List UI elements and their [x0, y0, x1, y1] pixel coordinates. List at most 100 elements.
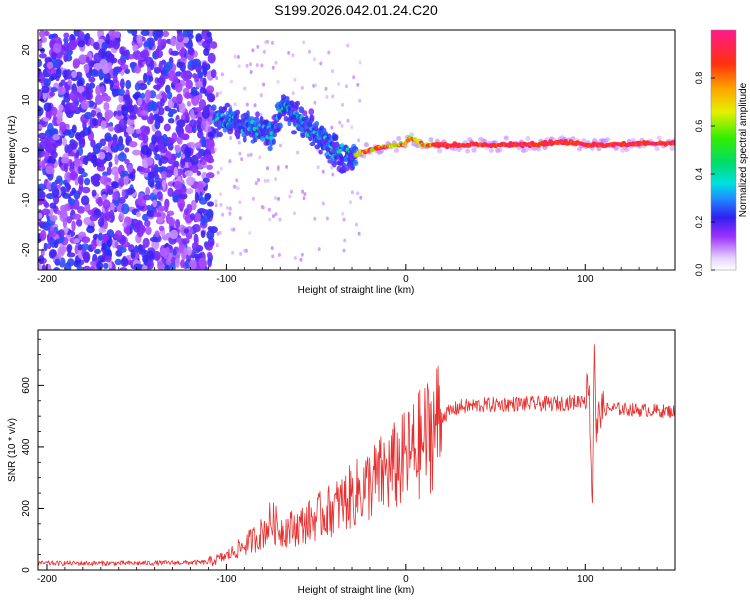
spectrogram-cell: [152, 199, 158, 208]
spectrogram-cell: [173, 166, 179, 178]
spectrogram-cell: [153, 250, 161, 261]
spectrogram-cell: [50, 249, 57, 258]
spectrogram-cell: [259, 112, 263, 117]
spectrogram-cell: [92, 157, 98, 168]
spectrogram-cell: [231, 250, 235, 255]
spectrogram-cell: [147, 176, 155, 188]
spectrogram-cell: [150, 101, 159, 112]
spectrogram-cell: [204, 193, 211, 202]
spectrogram-cell: [157, 37, 163, 49]
spectrogram-cell: [293, 77, 297, 82]
spectrogram-cell: [317, 247, 321, 252]
spectrogram-cell: [133, 263, 143, 270]
spectrogram-cell: [121, 50, 128, 57]
spectrogram-cell: [672, 142, 675, 146]
spectrogram-cell: [38, 199, 43, 206]
spectrogram-cell: [64, 143, 69, 154]
snr-xlabel: Height of straight line (km): [298, 585, 415, 596]
spectrogram-cell: [49, 215, 58, 222]
spectrogram-cell: [214, 203, 218, 208]
spectrogram-cell: [183, 156, 193, 163]
spectrogram-cell: [168, 217, 176, 226]
spectrogram-cell: [356, 82, 360, 87]
spectrogram-cell: [69, 162, 75, 170]
spectrogram-cell: [112, 90, 117, 98]
spectrogram-cell: [95, 94, 104, 105]
spectrogram-cell: [145, 186, 151, 196]
spectrogram-cell: [246, 110, 250, 117]
spectrogram-cell: [273, 196, 277, 200]
spectrogram-cell: [78, 95, 85, 102]
spectrogram-cell: [228, 159, 232, 164]
spectrogram-cell: [86, 72, 92, 79]
snr-ytick-label: 600: [21, 377, 32, 394]
spectrogram-cell: [50, 73, 58, 80]
spectrogram-cell: [240, 157, 244, 162]
spectrogram-cell: [205, 172, 215, 179]
spectrogram-cell: [140, 109, 149, 117]
spectrogram-cell: [43, 102, 52, 112]
spectrogram-cell: [101, 41, 107, 52]
spectrogram-cell: [249, 62, 252, 67]
spectrogram-cell: [180, 133, 190, 140]
spectrogram-cell: [323, 131, 329, 136]
spectrogram-cell: [190, 90, 200, 96]
spectrogram-cell: [54, 258, 61, 266]
spectrogram-cell: [342, 217, 346, 222]
spectrogram-cell: [271, 65, 275, 70]
spectrogram-cell: [187, 47, 194, 56]
spectrogram-cell: [272, 138, 276, 145]
spectrogram-cell: [76, 85, 85, 93]
spectrogram-cell: [99, 175, 109, 185]
spectrogram-cell: [263, 178, 267, 183]
spectrogram-cell: [142, 237, 150, 248]
spectrogram-cell: [112, 191, 119, 201]
spectrogram-cell: [266, 178, 270, 183]
spectrogram-cell: [350, 125, 354, 130]
spectrogram-cell: [69, 171, 78, 181]
spectrogram-cell: [142, 134, 149, 144]
spectrogram-cell: [308, 108, 315, 116]
spectrogram-cell: [49, 91, 55, 97]
spectrogram-cell: [117, 88, 125, 97]
spectrogram-cell: [109, 79, 114, 88]
spectrogram-cell: [185, 79, 193, 90]
spectrogram-cell: [184, 92, 191, 99]
spectrogram-cell: [53, 42, 62, 54]
spectrogram-cell: [259, 93, 263, 98]
spectrogram-cell: [361, 153, 367, 159]
spectrogram-cell: [93, 52, 103, 63]
spectrogram-cell: [76, 263, 83, 270]
spectrogram-cell: [127, 104, 135, 113]
spectrogram-cell: [101, 243, 107, 251]
spectrogram-cell: [149, 236, 159, 242]
spectrogram-cell: [203, 47, 210, 57]
spectrogram-cell: [262, 49, 266, 54]
spectrogram-cell: [118, 177, 125, 187]
spectrogram-cell: [202, 66, 208, 76]
spectrogram-cell: [171, 132, 178, 143]
spectrogram-cell: [66, 184, 72, 191]
spectrogram-cell: [145, 226, 152, 236]
spectrogram-cell: [158, 76, 165, 88]
spectrogram-cell: [211, 104, 217, 111]
spectrogram-cell: [201, 136, 206, 148]
spectrogram-cell: [220, 72, 224, 77]
spectrogram-cell: [132, 93, 140, 100]
spectrogram-cell: [83, 155, 89, 166]
spectrogram-cell: [118, 119, 126, 128]
spectrogram-cell: [336, 149, 342, 155]
colorbar-gradient: [711, 30, 736, 270]
colorbar: 0.0 0.2 0.4 0.6 0.8 Normalized spectral ampl…: [694, 29, 749, 276]
spectrogram-cell: [141, 249, 147, 255]
spectrogram-cell: [233, 102, 237, 107]
spectrogram-cell: [146, 259, 154, 270]
spectrogram-cell: [133, 222, 141, 233]
spectrogram-cell: [206, 31, 212, 38]
spectrogram-cell: [316, 165, 320, 170]
spectrogram-cell: [96, 161, 105, 168]
snr-frame: [37, 329, 676, 571]
spectrogram-cell: [119, 266, 128, 270]
spectrogram-cell: [296, 150, 300, 155]
